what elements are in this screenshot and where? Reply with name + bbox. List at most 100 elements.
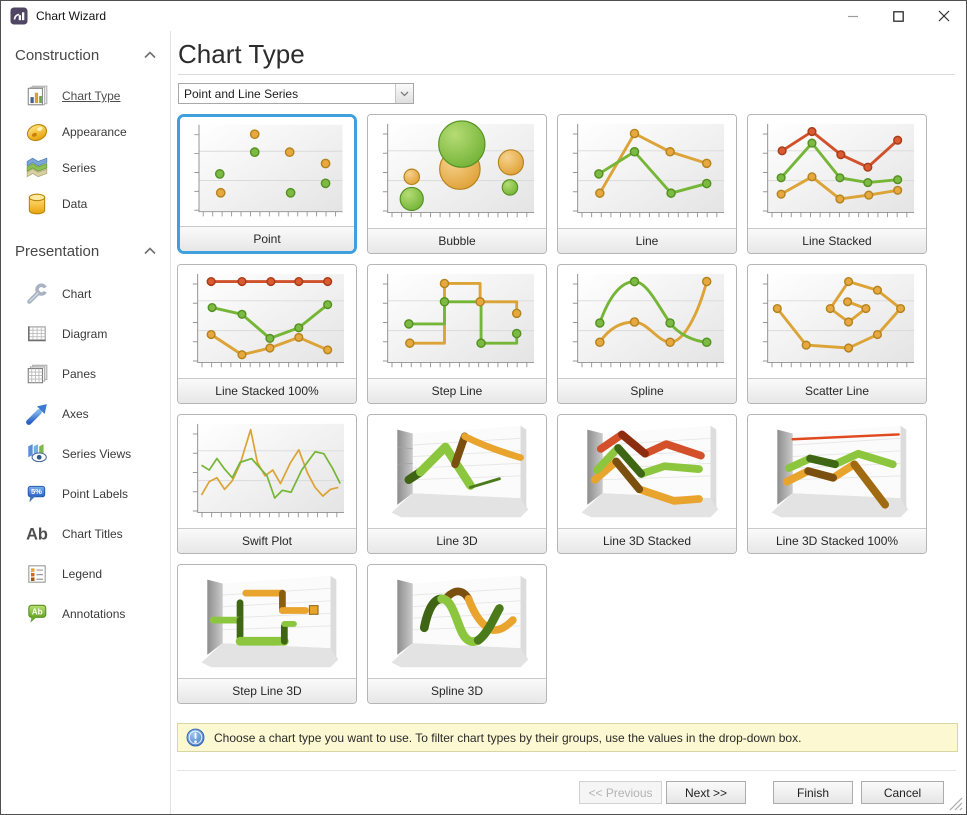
sidebar-item-label: Chart Type [62, 89, 121, 103]
chart-type-tile-scatter-line[interactable]: Scatter Line [747, 264, 927, 404]
tile-caption: Step Line 3D [178, 678, 356, 703]
sidebar-item-panes[interactable]: Panes [1, 354, 170, 394]
chart-type-tile-point[interactable]: Point [177, 114, 357, 254]
window-title: Chart Wizard [36, 9, 107, 23]
sidebar-item-legend[interactable]: Legend [1, 554, 170, 594]
palette-icon [25, 120, 49, 144]
sidebar-item-annotations[interactable]: Ab Annotations [1, 594, 170, 634]
previous-button[interactable]: << Previous [579, 781, 662, 804]
sidebar-item-chart-titles[interactable]: Ab Chart Titles [1, 514, 170, 554]
minimize-button[interactable] [831, 1, 876, 31]
chart-type-tile-step-line[interactable]: Step Line [367, 264, 547, 404]
sidebar-item-diagram[interactable]: Diagram [1, 314, 170, 354]
sidebar-item-chart-type[interactable]: Chart Type [1, 78, 170, 114]
point-labels-bubble-icon: 5% [25, 482, 49, 506]
sidebar-item-label: Legend [62, 567, 103, 581]
finish-button[interactable]: Finish [773, 781, 853, 804]
chart-type-tile-line-3d[interactable]: Line 3D [367, 414, 547, 554]
close-button[interactable] [921, 1, 966, 31]
spline-3d-chart-thumbnail [368, 565, 546, 678]
tile-caption: Bubble [368, 228, 546, 253]
titlebar: Chart Wizard [1, 1, 966, 31]
info-icon [186, 728, 205, 747]
tile-caption: Line [558, 228, 736, 253]
minimize-icon [848, 15, 858, 17]
tile-caption: Spline [558, 378, 736, 403]
sidebar-item-label: Data [62, 197, 88, 211]
construction-header-label: Construction [15, 46, 100, 64]
chart-type-icon [25, 84, 49, 108]
series-layers-icon [25, 156, 49, 180]
wrench-icon [25, 282, 49, 306]
sidebar-item-label: Appearance [62, 125, 127, 139]
sidebar-item-label: Diagram [62, 327, 108, 341]
chart-titles-ab-icon: Ab [25, 522, 49, 546]
chart-type-grid: Point [177, 114, 927, 704]
tile-caption: Line 3D [368, 528, 546, 553]
sidebar-item-point-labels[interactable]: 5% Point Labels [1, 474, 170, 514]
panes-icon [25, 362, 49, 386]
close-icon [938, 10, 949, 22]
chevron-up-icon [144, 247, 156, 255]
sidebar-section-presentation[interactable]: Presentation [15, 241, 156, 261]
tile-caption: Line Stacked 100% [178, 378, 356, 403]
next-button[interactable]: Next >> [666, 781, 746, 804]
chart-type-tile-swift-plot[interactable]: Swift Plot [177, 414, 357, 554]
line-3d-stacked-100-chart-thumbnail [748, 415, 926, 528]
chart-type-tile-spline[interactable]: Spline [557, 264, 737, 404]
sidebar-item-label: Chart Titles [62, 527, 123, 541]
sidebar-item-chart[interactable]: Chart [1, 274, 170, 314]
chart-type-tile-line-3d-stacked-100[interactable]: Line 3D Stacked 100% [747, 414, 927, 554]
sidebar: Construction Chart Type [1, 31, 171, 814]
sidebar-item-axes[interactable]: Axes [1, 394, 170, 434]
tile-caption: Point [180, 226, 354, 251]
axes-arrow-icon [25, 402, 49, 426]
sidebar-item-appearance[interactable]: Appearance [1, 114, 170, 150]
sidebar-item-label: Panes [62, 367, 97, 381]
database-cylinder-icon [25, 192, 49, 216]
info-bar: Choose a chart type you want to use. To … [177, 723, 958, 752]
spline-chart-thumbnail [558, 265, 736, 378]
title-separator [178, 74, 955, 75]
chart-wizard-app-icon [10, 7, 28, 25]
footer-separator [177, 770, 956, 771]
svg-text:Ab: Ab [32, 607, 43, 616]
svg-text:Ab: Ab [26, 525, 48, 543]
series-views-eye-icon [25, 442, 49, 466]
chart-type-tile-line[interactable]: Line [557, 114, 737, 254]
chart-type-tile-line-stacked[interactable]: Line Stacked [747, 114, 927, 254]
annotations-bubble-icon: Ab [25, 602, 49, 626]
chart-group-filter-dropdown[interactable]: Point and Line Series [178, 83, 414, 104]
tile-caption: Spline 3D [368, 678, 546, 703]
chart-type-tile-spline-3d[interactable]: Spline 3D [367, 564, 547, 704]
line-stacked-100-chart-thumbnail [178, 265, 356, 378]
maximize-icon [893, 10, 904, 22]
presentation-header-label: Presentation [15, 242, 100, 260]
tile-caption: Swift Plot [178, 528, 356, 553]
sidebar-section-construction[interactable]: Construction [15, 45, 156, 65]
step-line-chart-thumbnail [368, 265, 546, 378]
maximize-button[interactable] [876, 1, 921, 31]
sidebar-item-series[interactable]: Series [1, 150, 170, 186]
sidebar-item-data[interactable]: Data [1, 186, 170, 222]
tile-caption: Line 3D Stacked 100% [748, 528, 926, 553]
info-text: Choose a chart type you want to use. To … [214, 730, 802, 745]
dropdown-arrow-button[interactable] [395, 84, 413, 103]
main-panel: Chart Type Point and Line Series [172, 31, 966, 814]
sidebar-item-label: Chart [62, 287, 92, 301]
tile-caption: Step Line [368, 378, 546, 403]
chart-type-tile-bubble[interactable]: Bubble [367, 114, 547, 254]
step-line-3d-chart-thumbnail [178, 565, 356, 678]
cancel-button[interactable]: Cancel [861, 781, 944, 804]
resize-grip[interactable] [949, 797, 963, 811]
line-stacked-chart-thumbnail [748, 115, 926, 228]
sidebar-item-label: Series [62, 161, 97, 175]
sidebar-item-series-views[interactable]: Series Views [1, 434, 170, 474]
tile-caption: Line Stacked [748, 228, 926, 253]
tile-caption: Line 3D Stacked [558, 528, 736, 553]
chart-type-tile-line-3d-stacked[interactable]: Line 3D Stacked [557, 414, 737, 554]
chart-type-tile-line-stacked-100[interactable]: Line Stacked 100% [177, 264, 357, 404]
swift-plot-chart-thumbnail [178, 415, 356, 528]
chart-type-tile-step-line-3d[interactable]: Step Line 3D [177, 564, 357, 704]
